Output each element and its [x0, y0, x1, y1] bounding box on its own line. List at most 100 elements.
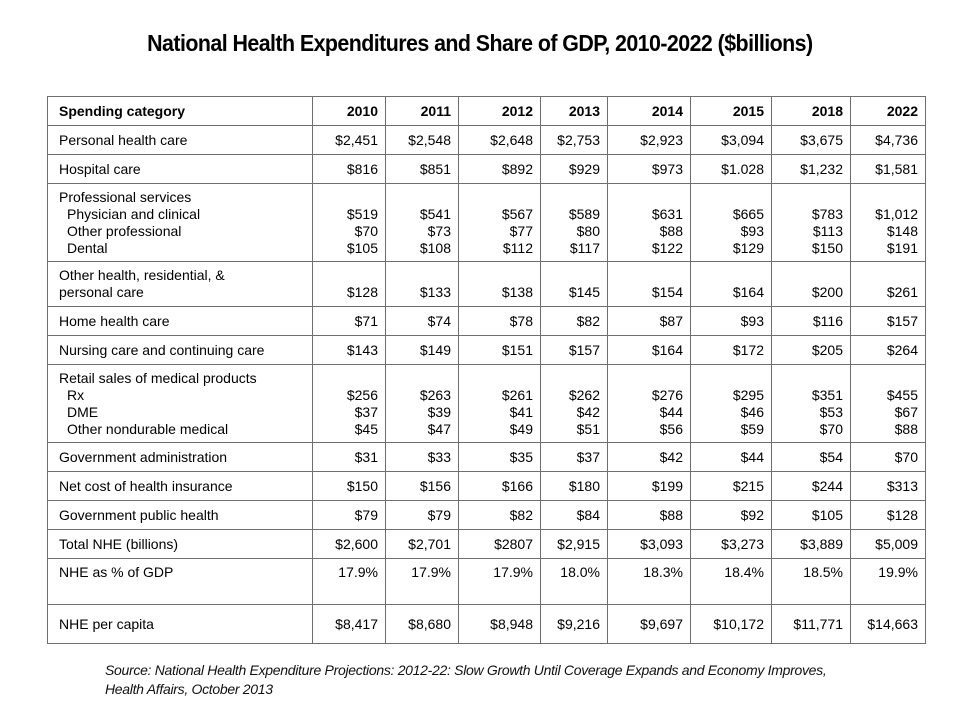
- row-label: NHE per capita: [47, 604, 313, 644]
- cell-value: $191: [886, 240, 918, 256]
- cell-value: $42: [607, 442, 691, 472]
- cell-value: 17.9%: [385, 558, 459, 605]
- cell-value: $151: [458, 335, 541, 365]
- cell-value: $8,948: [458, 604, 541, 644]
- cell-values-group: $262 $42 $51: [540, 364, 608, 443]
- cell-value: $143: [312, 335, 386, 365]
- cell-value: $8,417: [312, 604, 386, 644]
- cell-value: $215: [690, 471, 772, 501]
- cell-values-group: $256 $37 $45: [312, 364, 386, 443]
- cell-value: 18.3%: [607, 558, 691, 605]
- header-year: 2013: [540, 96, 608, 126]
- cell-value: $129: [732, 240, 764, 256]
- cell-values-group: $276 $44 $56: [607, 364, 691, 443]
- cell-value: $122: [651, 240, 683, 256]
- table-header-row: Spending category 2010 2011 2012 2013 20…: [47, 96, 926, 126]
- cell-value: $164: [690, 261, 772, 307]
- subrow-label: Rx: [67, 387, 85, 403]
- row-label: Other health, residential, & personal ca…: [47, 261, 313, 307]
- row-label: Personal health care: [47, 125, 313, 155]
- cell-value: $2,600: [312, 529, 386, 559]
- cell-value: $2,648: [458, 125, 541, 155]
- cell-value: $93: [690, 306, 772, 336]
- cell-value: $51: [576, 421, 600, 437]
- cell-value: $92: [690, 500, 772, 530]
- cell-value: $9,697: [607, 604, 691, 644]
- cell-value: $93: [740, 223, 764, 239]
- cell-values-group: $455 $67 $88: [850, 364, 926, 443]
- cell-value: $14,663: [850, 604, 926, 644]
- cell-value: $256: [346, 387, 378, 403]
- cell-value: $145: [540, 261, 608, 307]
- table-row-government-administration: Government administration $31 $33 $35 $3…: [47, 442, 926, 472]
- cell-value: $133: [385, 261, 459, 307]
- table-row-net-cost-insurance: Net cost of health insurance $150 $156 $…: [47, 471, 926, 501]
- cell-value: $3,273: [690, 529, 772, 559]
- cell-value: $88: [607, 500, 691, 530]
- cell-value: $172: [690, 335, 772, 365]
- row-label-line: Other health, residential, &: [59, 267, 225, 283]
- cell-value: $1,232: [771, 154, 851, 184]
- cell-value: $37: [354, 404, 378, 420]
- cell-value: $148: [886, 223, 918, 239]
- header-year: 2015: [690, 96, 772, 126]
- cell-value: $128: [312, 261, 386, 307]
- cell-value: $589: [568, 206, 600, 222]
- header-year: 2022: [850, 96, 926, 126]
- cell-value: $2,753: [540, 125, 608, 155]
- cell-value: $42: [576, 404, 600, 420]
- cell-value: $154: [607, 261, 691, 307]
- cell-value: $164: [607, 335, 691, 365]
- cell-value: $157: [850, 306, 926, 336]
- cell-value: $79: [312, 500, 386, 530]
- subrow-label: Other professional: [67, 223, 182, 239]
- cell-value: $70: [354, 223, 378, 239]
- cell-values-group: $261 $41 $49: [458, 364, 541, 443]
- cell-value: $8,680: [385, 604, 459, 644]
- cell-value: $44: [659, 404, 683, 420]
- cell-value: $46: [740, 404, 764, 420]
- cell-value: $73: [427, 223, 451, 239]
- page-title: National Health Expenditures and Share o…: [147, 30, 813, 56]
- cell-value: $5,009: [850, 529, 926, 559]
- cell-value: $128: [850, 500, 926, 530]
- cell-value: $78: [458, 306, 541, 336]
- cell-value: $87: [607, 306, 691, 336]
- cell-values-group: $567 $77 $112: [458, 183, 541, 262]
- subrow-label: Physician and clinical: [67, 206, 201, 222]
- cell-value: $9,216: [540, 604, 608, 644]
- cell-value: $88: [659, 223, 683, 239]
- cell-value: $3,094: [690, 125, 772, 155]
- cell-value: $631: [651, 206, 683, 222]
- row-label-group: Retail sales of medical products Rx DME …: [47, 364, 313, 443]
- row-label: Total NHE (billions): [47, 529, 313, 559]
- header-year: 2010: [312, 96, 386, 126]
- cell-value: $37: [540, 442, 608, 472]
- cell-value: 18.0%: [540, 558, 608, 605]
- cell-value: $851: [385, 154, 459, 184]
- cell-value: $157: [540, 335, 608, 365]
- header-year: 2014: [607, 96, 691, 126]
- cell-value: $112: [502, 240, 533, 256]
- cell-value: $166: [458, 471, 541, 501]
- cell-value: $156: [385, 471, 459, 501]
- cell-value: $567: [501, 206, 533, 222]
- group-label: Retail sales of medical products: [59, 370, 257, 386]
- cell-value: $59: [740, 421, 764, 437]
- cell-value: $47: [427, 421, 451, 437]
- cell-value: $105: [346, 240, 378, 256]
- cell-value: $1,012: [875, 206, 918, 222]
- cell-value: $88: [894, 421, 918, 437]
- subrow-label: DME: [67, 404, 99, 420]
- cell-value: $1,581: [850, 154, 926, 184]
- cell-value: $67: [894, 404, 918, 420]
- cell-value: $74: [385, 306, 459, 336]
- cell-value: $244: [771, 471, 851, 501]
- cell-value: $313: [850, 471, 926, 501]
- cell-value: $2,915: [540, 529, 608, 559]
- nhe-table: Spending category 2010 2011 2012 2013 20…: [47, 96, 926, 644]
- table-row-home-health-care: Home health care $71 $74 $78 $82 $87 $93…: [47, 306, 926, 336]
- cell-value: 18.4%: [690, 558, 772, 605]
- cell-value: $519: [346, 206, 378, 222]
- cell-value: $351: [811, 387, 843, 403]
